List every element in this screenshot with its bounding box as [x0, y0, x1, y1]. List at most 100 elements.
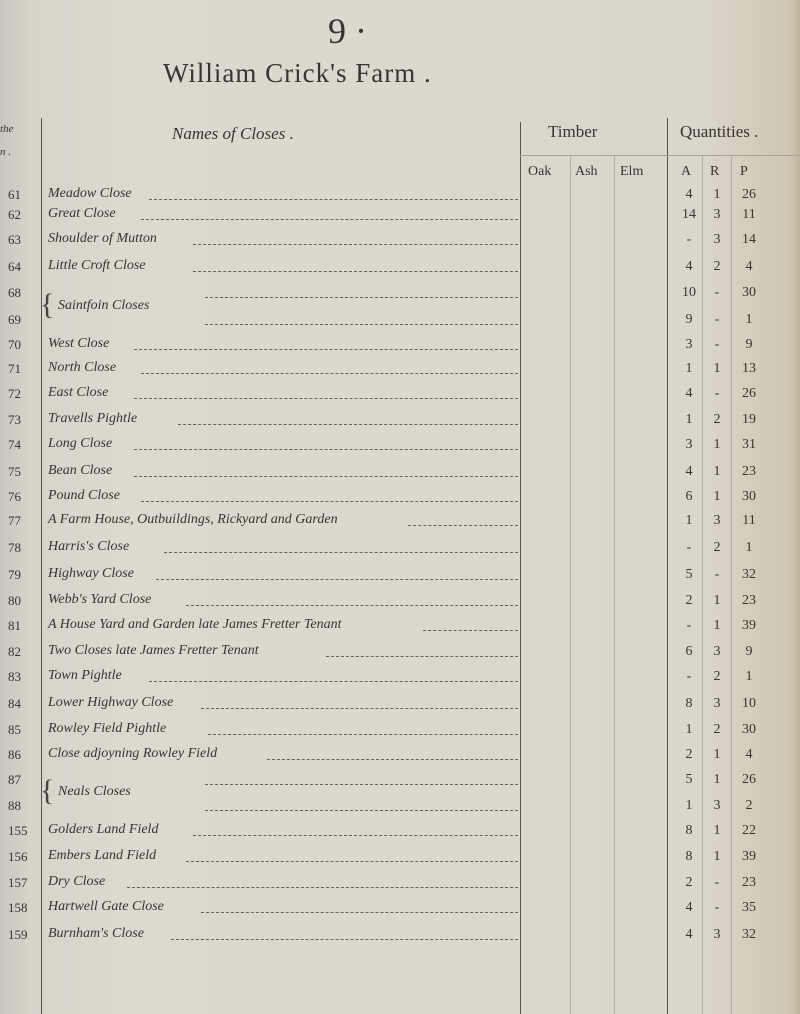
- close-number: 80: [8, 593, 21, 608]
- dotted-leader: [141, 219, 518, 220]
- quantity-acres: 4: [685, 187, 693, 202]
- close-name: Two Closes late James Fretter Tenant: [48, 643, 259, 658]
- quantity-roods: 1: [713, 187, 721, 202]
- quantity-acres: 9: [685, 312, 693, 327]
- close-name: Meadow Close: [48, 186, 132, 201]
- quantity-acres: 8: [685, 696, 693, 711]
- close-number: 85: [8, 722, 21, 737]
- dotted-leader: [267, 759, 518, 760]
- dotted-leader: [178, 424, 518, 425]
- close-number: 68: [8, 285, 21, 300]
- close-name: East Close: [48, 385, 109, 400]
- dotted-leader: [148, 199, 518, 200]
- close-number: 157: [8, 875, 28, 890]
- dotted-leader: [134, 449, 518, 450]
- quantity-acres: 2: [685, 875, 693, 890]
- divider: [520, 155, 800, 156]
- dotted-leader: [193, 244, 518, 245]
- dotted-leader: [200, 912, 518, 913]
- quantity-acres: -: [686, 669, 692, 684]
- quantity-perches: 1: [745, 540, 753, 555]
- oak-header: Oak: [528, 164, 552, 179]
- quantity-roods: 1: [713, 772, 721, 787]
- close-number: 87: [8, 772, 21, 787]
- quantity-perches: 32: [742, 927, 756, 942]
- close-name: Rowley Field Pightle: [48, 721, 167, 736]
- page-number: 9 ·: [328, 11, 367, 51]
- close-number: 76: [8, 489, 21, 504]
- elm-header: Elm: [620, 164, 644, 179]
- quantity-perches: 19: [742, 412, 756, 427]
- close-number: 81: [8, 618, 21, 633]
- quantity-perches: 26: [742, 187, 756, 202]
- close-number: 78: [8, 540, 21, 555]
- dotted-leader: [422, 630, 518, 631]
- close-name: A House Yard and Garden late James Frett…: [48, 617, 342, 632]
- quantity-perches: 2: [745, 798, 753, 813]
- dotted-leader: [148, 681, 518, 682]
- dotted-leader: [326, 656, 518, 657]
- close-name: Pound Close: [48, 488, 120, 503]
- dotted-leader: [205, 784, 518, 785]
- close-number: 69: [8, 312, 21, 327]
- close-name: Close adjoyning Rowley Field: [48, 746, 218, 761]
- quantity-acres: 8: [685, 849, 693, 864]
- close-number: 158: [8, 900, 28, 915]
- quantity-perches: 11: [742, 207, 756, 222]
- close-number: 156: [8, 849, 28, 864]
- close-number: 75: [8, 464, 21, 479]
- quantity-roods: 2: [713, 259, 721, 274]
- perches-header: P: [740, 164, 748, 179]
- quantity-perches: 10: [742, 696, 756, 711]
- bracket: {: [40, 287, 55, 321]
- close-number: 62: [8, 207, 21, 222]
- close-name: Hartwell Gate Close: [48, 899, 164, 914]
- divider: [667, 118, 668, 1014]
- quantity-roods: 3: [713, 644, 721, 659]
- close-name: Neals Closes: [58, 784, 131, 799]
- quantity-acres: 4: [685, 464, 693, 479]
- quantity-perches: 32: [742, 567, 756, 582]
- quantity-roods: 3: [713, 232, 721, 247]
- close-number: 77: [8, 513, 21, 528]
- quantity-roods: 3: [713, 927, 721, 942]
- dotted-leader: [134, 476, 518, 477]
- quantity-perches: 4: [745, 259, 753, 274]
- dotted-leader: [205, 324, 518, 325]
- quantity-acres: 4: [685, 900, 693, 915]
- close-name: Embers Land Field: [48, 848, 157, 863]
- quantity-roods: 1: [713, 747, 721, 762]
- close-name: Little Croft Close: [48, 258, 146, 273]
- quantities-header: Quantities .: [680, 122, 759, 141]
- quantity-perches: 1: [745, 312, 753, 327]
- quantity-roods: 1: [713, 361, 721, 376]
- close-name: Webb's Yard Close: [48, 592, 152, 607]
- close-number: 72: [8, 386, 21, 401]
- quantity-perches: 14: [742, 232, 756, 247]
- close-name: Golders Land Field: [48, 822, 159, 837]
- ash-header: Ash: [575, 164, 598, 179]
- close-name: Lower Highway Close: [48, 695, 174, 710]
- close-name: Travells Pightle: [48, 411, 138, 426]
- quantity-perches: 30: [742, 722, 756, 737]
- quantity-perches: 30: [742, 285, 756, 300]
- dotted-leader: [205, 810, 518, 811]
- number-col-header-1: the: [0, 123, 14, 135]
- dotted-leader: [193, 835, 518, 836]
- divider: [614, 156, 615, 1014]
- quantity-acres: 1: [685, 361, 693, 376]
- quantity-acres: 1: [685, 412, 693, 427]
- close-name: Dry Close: [48, 874, 106, 889]
- close-name: North Close: [48, 360, 117, 375]
- quantity-roods: 3: [713, 513, 721, 528]
- quantity-roods: 1: [713, 489, 721, 504]
- quantity-acres: -: [686, 618, 692, 633]
- quantity-roods: -: [714, 567, 720, 582]
- quantity-acres: 4: [685, 386, 693, 401]
- close-number: 73: [8, 412, 21, 427]
- dotted-leader: [193, 271, 518, 272]
- divider: [731, 156, 732, 1014]
- close-number: 159: [8, 927, 28, 942]
- quantity-roods: -: [714, 875, 720, 890]
- quantity-roods: 1: [713, 618, 721, 633]
